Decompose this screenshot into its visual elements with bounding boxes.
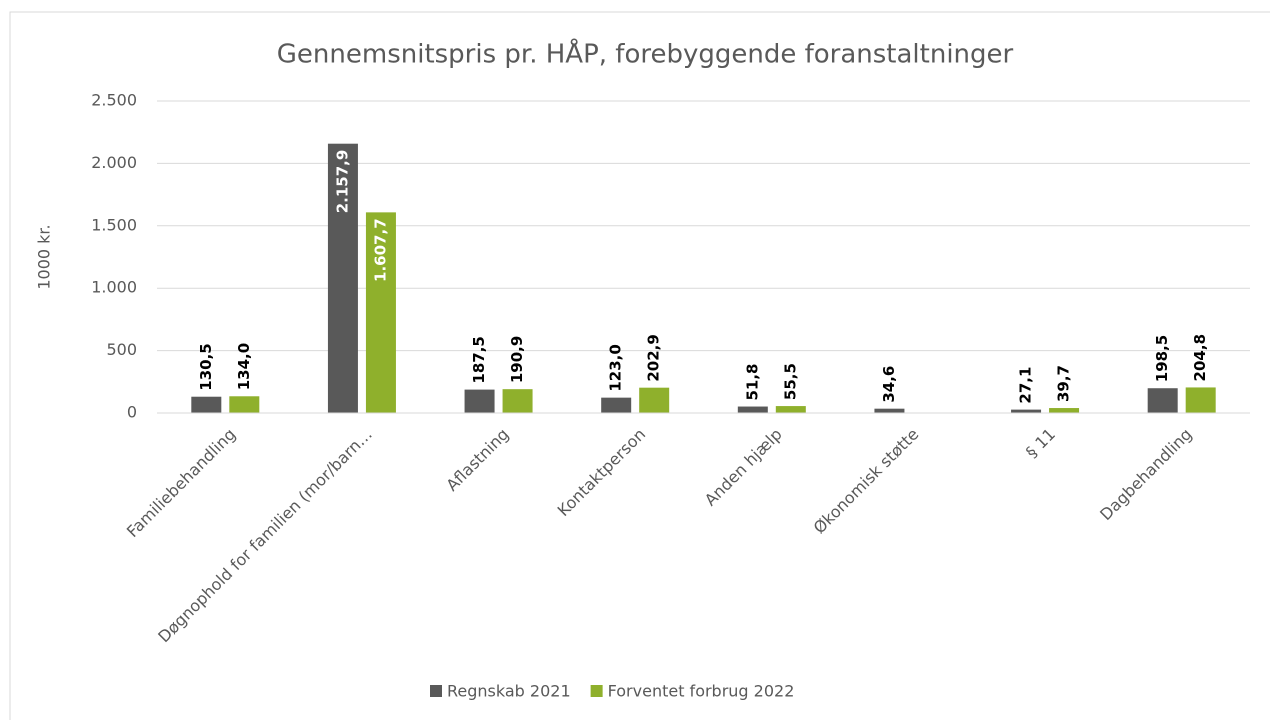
y-tick-label: 2.000 bbox=[91, 153, 137, 172]
value-label: 187,5 bbox=[470, 336, 488, 383]
bar bbox=[1049, 408, 1080, 413]
legend-swatch bbox=[430, 685, 442, 697]
value-label: 39,7 bbox=[1055, 365, 1073, 402]
bar bbox=[775, 406, 806, 413]
value-label: 34,6 bbox=[880, 366, 898, 403]
bar bbox=[1147, 388, 1178, 413]
bar bbox=[601, 397, 632, 413]
bar bbox=[229, 396, 260, 413]
bar bbox=[1011, 409, 1042, 413]
value-label: 130,5 bbox=[197, 343, 215, 390]
value-label: 27,1 bbox=[1017, 367, 1035, 404]
value-label: 204,8 bbox=[1191, 334, 1209, 381]
y-tick-label: 0 bbox=[127, 403, 137, 422]
bar bbox=[874, 408, 905, 413]
y-tick-label: 1.500 bbox=[91, 215, 137, 234]
chart-frame bbox=[9, 11, 1270, 720]
value-label: 55,5 bbox=[781, 363, 799, 400]
bar bbox=[327, 143, 358, 413]
y-tick-label: 2.500 bbox=[91, 91, 137, 110]
bar bbox=[1185, 387, 1216, 413]
value-label: 2.157,9 bbox=[333, 150, 351, 214]
value-label: 51,8 bbox=[743, 364, 761, 401]
bar bbox=[502, 389, 533, 413]
value-label: 202,9 bbox=[645, 334, 663, 381]
bar bbox=[365, 212, 396, 413]
y-tick-label: 1.000 bbox=[91, 278, 137, 297]
value-label: 123,0 bbox=[607, 344, 625, 391]
bar bbox=[639, 387, 670, 413]
value-label: 198,5 bbox=[1153, 335, 1171, 382]
legend-swatch bbox=[590, 685, 603, 697]
bar bbox=[737, 406, 768, 413]
bar bbox=[464, 389, 495, 413]
y-tick-label: 500 bbox=[106, 340, 137, 359]
value-label: 134,0 bbox=[235, 343, 253, 390]
value-label: 190,9 bbox=[508, 336, 526, 383]
legend-label: Regnskab 2021 bbox=[447, 682, 571, 701]
bar bbox=[191, 396, 222, 413]
y-axis-label: 1000 kr. bbox=[35, 224, 54, 289]
legend-label: Forventet forbrug 2022 bbox=[608, 682, 795, 701]
value-label: 1.607,7 bbox=[371, 218, 389, 282]
chart-title: Gennemsnitspris pr. HÅP, forebyggende fo… bbox=[277, 38, 1014, 70]
